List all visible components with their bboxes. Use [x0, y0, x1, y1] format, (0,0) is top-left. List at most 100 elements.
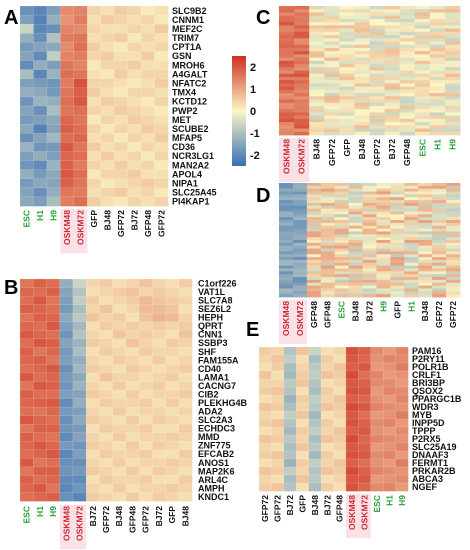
- heatmap-cell: [113, 114, 129, 125]
- heatmap-cell: [59, 406, 74, 417]
- heatmap-cell: [348, 237, 363, 241]
- heatmap-cell: [138, 483, 153, 494]
- heatmap-cell: [279, 220, 294, 224]
- gene-label: TPPP: [412, 426, 436, 436]
- heatmap-cell: [72, 458, 87, 468]
- heatmap-cell: [178, 372, 193, 383]
- column-label: GFP72: [141, 506, 151, 533]
- heatmap-cell: [294, 89, 310, 94]
- heatmap-cell: [339, 28, 355, 33]
- heatmap-cell: [87, 51, 102, 62]
- heatmap-cell: [99, 483, 114, 494]
- heatmap-cell: [85, 278, 100, 289]
- heatmap-cell: [138, 441, 153, 451]
- heatmap-cell: [324, 6, 340, 10]
- heatmap-cell: [309, 64, 325, 68]
- heatmap-cell: [404, 288, 419, 292]
- heatmap-cell: [279, 208, 294, 212]
- heatmap-cell: [138, 295, 153, 306]
- heatmap-cell: [112, 295, 127, 306]
- heatmap-cell: [429, 41, 446, 46]
- heatmap-cell: [46, 372, 61, 383]
- heatmap-cell: [306, 288, 322, 292]
- heatmap-cell: [370, 426, 384, 436]
- heatmap-cell: [165, 312, 180, 323]
- heatmap-cell: [279, 67, 295, 71]
- heatmap-cell: [292, 291, 308, 295]
- heatmap-cell: [258, 386, 273, 396]
- heatmap-cell: [73, 78, 88, 89]
- heatmap-cell: [46, 123, 61, 134]
- heatmap-cell: [33, 5, 48, 16]
- heatmap-cell: [382, 370, 397, 380]
- heatmap-cell: [444, 76, 461, 81]
- heatmap-cell: [432, 228, 447, 232]
- heatmap-cell: [87, 114, 102, 125]
- heatmap-cell: [334, 185, 350, 190]
- heatmap-cell: [113, 42, 129, 53]
- heatmap-cell: [324, 12, 340, 17]
- heatmap-cell: [296, 442, 310, 452]
- heatmap-cell: [59, 338, 74, 348]
- heatmap-cell: [429, 73, 446, 78]
- heatmap-cell: [446, 220, 461, 224]
- heatmap-cell: [348, 274, 363, 278]
- panel-label: E: [246, 319, 259, 341]
- heatmap-cell: [152, 278, 167, 289]
- gene-label: ARL4C: [198, 475, 229, 485]
- heatmap-cell: [87, 133, 102, 143]
- gene-label: P2RX5: [412, 434, 441, 444]
- heatmap-cell: [376, 277, 391, 281]
- heatmap-cell: [178, 406, 193, 417]
- heatmap-cell: [444, 112, 461, 117]
- heatmap-cell: [178, 295, 193, 306]
- heatmap-cell: [85, 449, 100, 459]
- heatmap-cell: [414, 41, 431, 46]
- heatmap-cell: [339, 22, 355, 26]
- heatmap-cell: [87, 33, 102, 43]
- colorbar-tick-label: 1: [250, 84, 256, 96]
- heatmap-cell: [283, 394, 297, 404]
- heatmap-cell: [399, 6, 416, 10]
- heatmap-cell: [376, 288, 391, 292]
- heatmap-cell: [19, 133, 35, 143]
- column-highlight: [294, 138, 310, 182]
- heatmap-cell: [279, 211, 294, 215]
- gene-label: GSN: [172, 51, 192, 61]
- heatmap-cell: [292, 262, 308, 267]
- heatmap-cell: [390, 214, 405, 218]
- heatmap-cell: [348, 294, 363, 298]
- heatmap-cell: [165, 347, 180, 357]
- column-highlight: [292, 300, 307, 344]
- heatmap-cell: [33, 160, 48, 171]
- heatmap-cell: [138, 458, 153, 468]
- heatmap-cell: [19, 278, 34, 289]
- heatmap-cell: [19, 160, 35, 171]
- heatmap-cell: [345, 370, 359, 380]
- heatmap-cell: [154, 114, 169, 125]
- heatmap-cell: [432, 240, 447, 244]
- heatmap-cell: [320, 211, 336, 215]
- heatmap-cell: [72, 278, 87, 289]
- heatmap-cell: [369, 109, 385, 113]
- heatmap-cell: [444, 28, 461, 33]
- heatmap-cell: [127, 87, 142, 98]
- heatmap-cell: [306, 285, 322, 289]
- panel-b: B C1orf226VAT1LSLC7A8SEZ6L2HEPHQPRTCNN1SS…: [4, 277, 248, 549]
- heatmap-cell: [390, 194, 405, 198]
- heatmap-cell: [348, 225, 363, 229]
- heatmap-cell: [125, 355, 140, 365]
- heatmap-cell: [279, 76, 295, 81]
- heatmap-cell: [446, 254, 461, 258]
- heatmap-cell: [334, 282, 350, 286]
- column-label: GFP72: [156, 210, 166, 237]
- heatmap-cell: [362, 197, 377, 201]
- heatmap-cell: [46, 23, 61, 34]
- heatmap-cell: [279, 44, 295, 49]
- heatmap-cell: [390, 188, 405, 192]
- heatmap-cell: [369, 67, 385, 71]
- heatmap-cell: [112, 278, 127, 289]
- heatmap-cell: [320, 194, 336, 198]
- heatmap-cell: [85, 398, 100, 408]
